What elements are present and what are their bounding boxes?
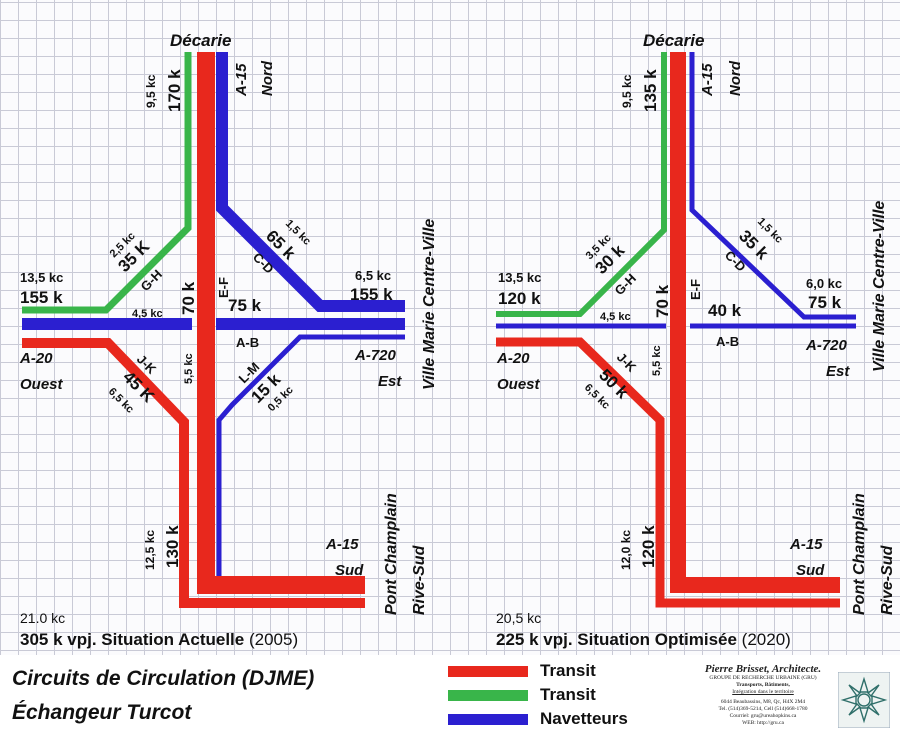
road-a720-right: A-720 bbox=[805, 337, 848, 354]
flow-gh-left bbox=[22, 52, 192, 314]
ew-k-left: 70 k bbox=[179, 281, 198, 315]
diagram-right: Décarie 9,5 kc 135 k A-15 Nord Ville Mar… bbox=[496, 31, 896, 649]
credit-org: GROUPE DE RECHERCHE URBAINE (GRU) bbox=[709, 675, 817, 681]
road-decarie-left: Décarie bbox=[170, 31, 231, 50]
legend-label-green: Transit bbox=[540, 685, 596, 704]
ew-kc-right: 4,5 kc bbox=[600, 311, 631, 323]
dir-sud-right: Sud bbox=[796, 562, 825, 579]
legend-transit-red: Transit bbox=[448, 661, 596, 681]
credit-line2: Intégration dans le territoire bbox=[732, 689, 794, 695]
dir-est-right: Est bbox=[826, 363, 850, 380]
road-a15n-right: A-15 bbox=[699, 63, 716, 97]
s-k-right: 120 k bbox=[639, 525, 658, 568]
author-credit: Pierre Brisset, Architecte. GROUPE DE RE… bbox=[698, 663, 828, 727]
legend-swatch-blue bbox=[448, 713, 528, 725]
credit-tel: Tel. (514)369-5214, Cell (514)668-1780 bbox=[718, 706, 808, 712]
s-kc-right: 12,0 kc bbox=[619, 530, 633, 570]
flow-jk-left bbox=[22, 338, 365, 608]
cd-id-right: C-D bbox=[722, 248, 749, 275]
w-k-left: 155 k bbox=[20, 288, 63, 307]
e-kc-right: 6,0 kc bbox=[806, 276, 842, 291]
w-k-right: 120 k bbox=[498, 289, 541, 308]
legend-transit-green: Transit bbox=[448, 685, 596, 705]
flow-cd-left bbox=[216, 52, 405, 312]
flow-jk-right bbox=[496, 337, 840, 608]
credit-web: WEB: http://gru.ca bbox=[742, 720, 784, 726]
jk-kc-right: 5,5 kc bbox=[651, 345, 663, 376]
ab-id-left: A-B bbox=[236, 335, 259, 350]
flow-ef-left bbox=[197, 52, 365, 594]
jk-kc-left: 5,5 kc bbox=[183, 353, 195, 384]
title-acronym: (DJME) bbox=[241, 667, 315, 690]
ab-id-right: A-B bbox=[716, 334, 739, 349]
dir-ouest-right: Ouest bbox=[497, 376, 541, 393]
ef-id-right: E-F bbox=[688, 279, 703, 300]
flow-gh-right bbox=[496, 52, 667, 317]
w-kc-right: 13,5 kc bbox=[498, 270, 541, 285]
credit-addr: 6044 Beaubassins, M8, Qc, H4X 2M4 bbox=[720, 699, 806, 705]
e-k-left: 155 k bbox=[350, 285, 393, 304]
road-a15s-right: A-15 bbox=[789, 536, 823, 553]
dir-sud-left: Sud bbox=[335, 562, 364, 579]
ab-k-right: 40 k bbox=[708, 301, 742, 320]
road-villemarie-right: Ville Marie Centre-Ville bbox=[871, 201, 888, 372]
n-k-right: 135 k bbox=[641, 69, 660, 112]
s-kc-left: 12,5 kc bbox=[143, 530, 157, 570]
credit-mail: Courriel: gru@ureahopkins.ca bbox=[729, 713, 797, 719]
gru-logo-icon bbox=[838, 672, 890, 728]
road-decarie-right: Décarie bbox=[643, 31, 704, 50]
legend-commuters-blue: Navetteurs bbox=[448, 709, 628, 729]
legend-swatch-green bbox=[448, 689, 528, 701]
n-kc-right: 9,5 kc bbox=[620, 74, 634, 108]
credit-line1: Transports, Bâtiments, bbox=[736, 682, 790, 688]
n-kc-left: 9,5 kc bbox=[144, 74, 158, 108]
legend-swatch-red bbox=[448, 665, 528, 677]
road-a15s-left: A-15 bbox=[325, 536, 359, 553]
e-kc-left: 6,5 kc bbox=[355, 268, 391, 283]
ef-id-left: E-F bbox=[216, 277, 231, 298]
n-k-left: 170 k bbox=[165, 69, 184, 112]
dir-nord-left: Nord bbox=[259, 60, 276, 96]
total-kc-right: 20,5 kc bbox=[496, 610, 541, 626]
road-a720-left: A-720 bbox=[354, 347, 397, 364]
road-champlain-right: Pont Champlain bbox=[851, 493, 868, 615]
diagram-title: Circuits de Circulation (DJME) bbox=[12, 667, 314, 691]
total-right: 225 k vpj. Situation Optimisée (2020) bbox=[496, 630, 791, 649]
legend-label-blue: Navetteurs bbox=[540, 709, 628, 728]
ab-k-left: 75 k bbox=[228, 296, 262, 315]
flow-ef-right bbox=[670, 52, 840, 593]
total-left: 305 k vpj. Situation Actuelle (2005) bbox=[20, 630, 298, 649]
jk-id-right: J-K bbox=[614, 350, 640, 376]
diagram-left: Décarie 9,5 kc 170 k A-15 Nord Ville Mar… bbox=[19, 31, 438, 649]
dir-est-left: Est bbox=[378, 373, 402, 390]
road-a20-right: A-20 bbox=[496, 350, 530, 367]
footer: Circuits de Circulation (DJME) Échangeur… bbox=[0, 655, 900, 738]
title-line-1: Circuits de Circulation bbox=[12, 667, 237, 690]
road-rivesud-left: Rive-Sud bbox=[411, 544, 428, 615]
diagram-subtitle: Échangeur Turcot bbox=[12, 701, 192, 724]
flow-lm-left bbox=[216, 334, 405, 578]
e-k-right: 75 k bbox=[808, 293, 842, 312]
total-kc-left: 21.0 kc bbox=[20, 610, 65, 626]
legend-label-red: Transit bbox=[540, 661, 596, 680]
credit-name: Pierre Brisset, Architecte. bbox=[704, 663, 822, 675]
dir-nord-right: Nord bbox=[727, 60, 744, 96]
dir-ouest-left: Ouest bbox=[20, 376, 64, 393]
s-k-left: 130 k bbox=[163, 525, 182, 568]
road-a20-left: A-20 bbox=[19, 350, 53, 367]
road-rivesud-right: Rive-Sud bbox=[879, 544, 896, 615]
road-villemarie-left: Ville Marie Centre-Ville bbox=[421, 219, 438, 390]
road-a15n-left: A-15 bbox=[233, 63, 250, 97]
w-kc-left: 13,5 kc bbox=[20, 270, 63, 285]
ew-kc-left: 4,5 kc bbox=[132, 308, 163, 320]
ew-k-right: 70 k bbox=[653, 284, 672, 318]
road-champlain-left: Pont Champlain bbox=[383, 493, 400, 615]
flow-cd-right bbox=[689, 52, 856, 320]
